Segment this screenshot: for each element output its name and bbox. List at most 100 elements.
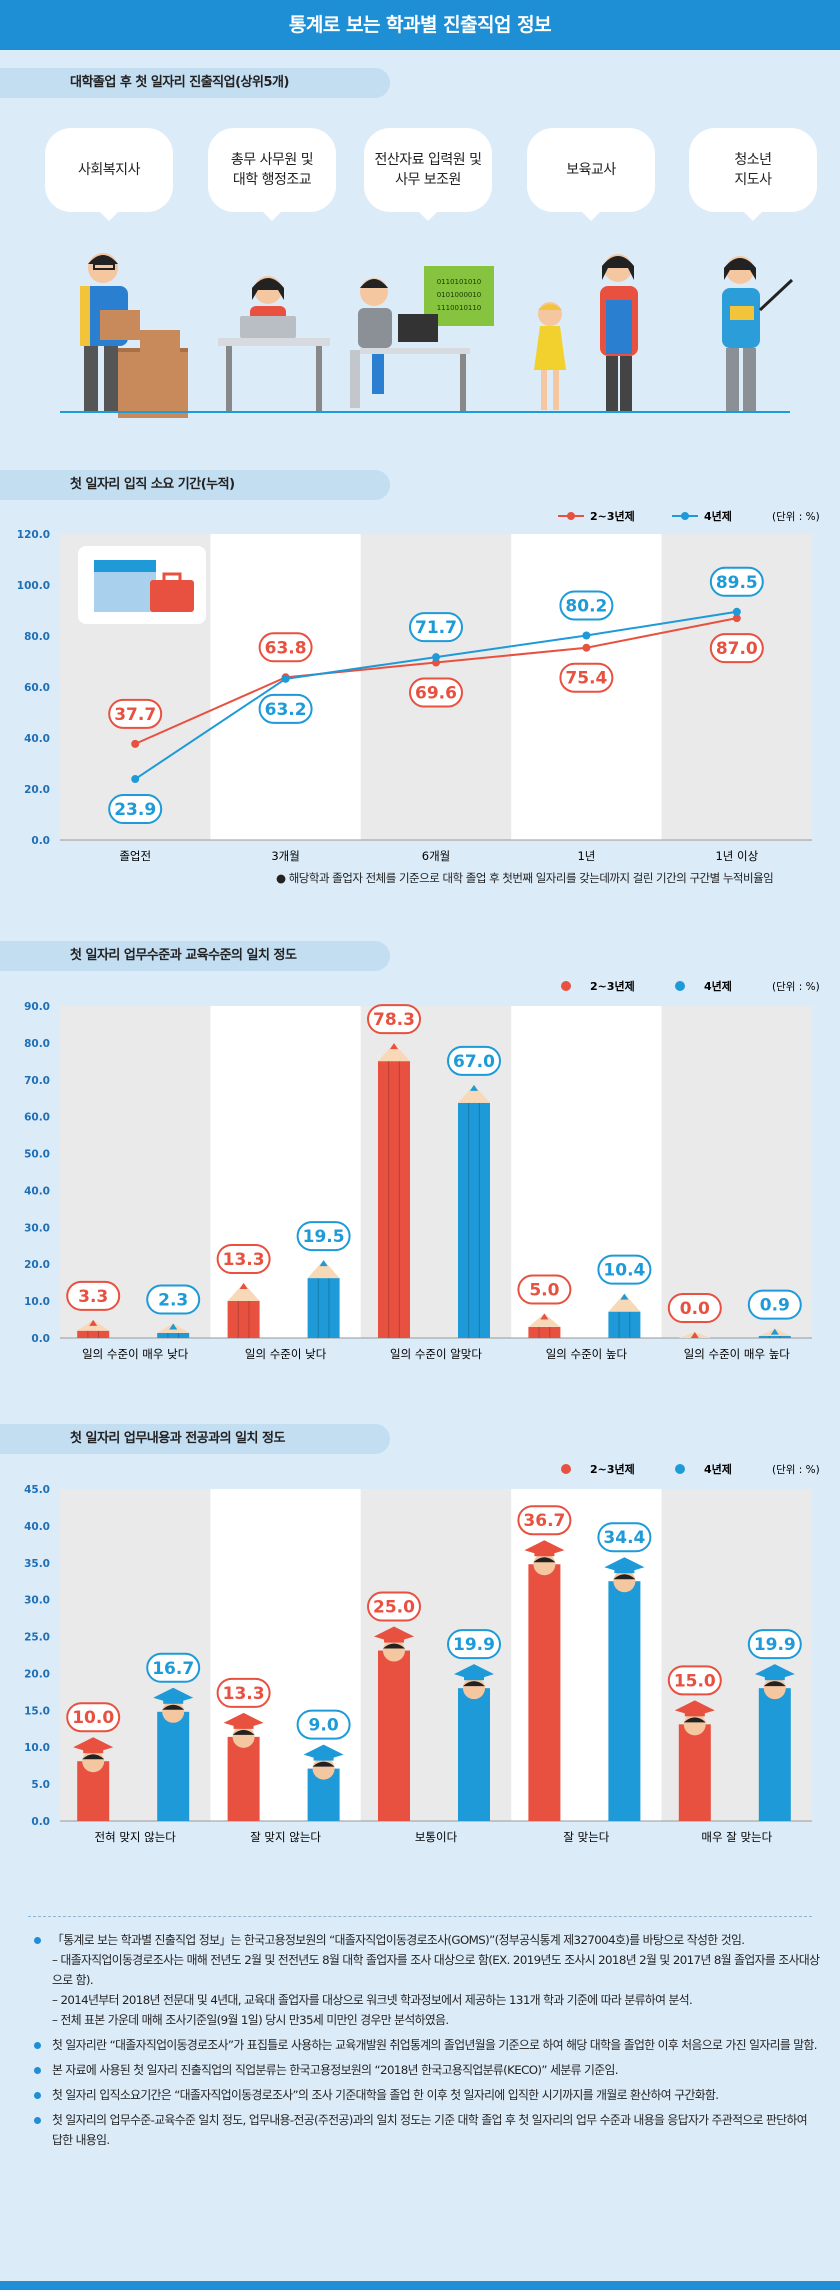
data-label: 67.0 bbox=[447, 1045, 501, 1076]
childcare-teacher-figure bbox=[534, 254, 638, 412]
data-label: 37.7 bbox=[108, 698, 163, 729]
bar bbox=[374, 1626, 414, 1821]
footer-bar bbox=[0, 2281, 840, 2290]
data-label: 34.4 bbox=[597, 1522, 652, 1553]
y-tick-label: 35.0 bbox=[24, 1558, 50, 1570]
y-tick-label: 20.0 bbox=[24, 1668, 50, 1680]
svg-text:23.9: 23.9 bbox=[114, 800, 156, 820]
data-label: 13.3 bbox=[216, 1243, 271, 1274]
bar-chart-education-level: 2~3년제 4년제 (단위 : %) 0.0 10.0 20.0 30.0 40.0 50.0 6… bbox=[24, 979, 820, 1361]
legend-item: 4년제 bbox=[675, 979, 732, 993]
data-point bbox=[432, 653, 440, 662]
svg-text:10.0: 10.0 bbox=[72, 1708, 114, 1728]
bar bbox=[73, 1737, 114, 1821]
y-tick-label: 0.0 bbox=[31, 1333, 50, 1345]
section-title-bar-chart-1: 첫 일자리 업무수준과 교육수준의 일치 정도 bbox=[0, 941, 390, 971]
legend-item: 2~3년제 bbox=[561, 1462, 635, 1476]
svg-text:4년제: 4년제 bbox=[704, 979, 732, 993]
column-band bbox=[661, 1006, 812, 1338]
x-tick-label: 잘 맞지 않는다 bbox=[250, 1830, 321, 1844]
svg-text:19.9: 19.9 bbox=[453, 1635, 495, 1655]
y-tick-label: 100.0 bbox=[17, 580, 50, 592]
x-tick-label: 매우 잘 맞는다 bbox=[701, 1830, 772, 1844]
svg-text:5.0: 5.0 bbox=[529, 1281, 559, 1301]
x-tick-label: 1년 bbox=[577, 849, 595, 863]
note-item: 첫 일자리란 “대졸자직업이동경로조사”가 표집틀로 사용하는 교육개발원 취업… bbox=[34, 2035, 820, 2055]
data-label: 19.9 bbox=[447, 1629, 501, 1660]
line-chart-footnote: ● 해당학과 졸업자 전체를 기준으로 대학 졸업 후 첫번째 일자리를 갖는데… bbox=[276, 871, 774, 885]
svg-text:63.2: 63.2 bbox=[265, 700, 307, 720]
bar bbox=[223, 1712, 264, 1821]
bar bbox=[303, 1744, 344, 1821]
x-tick-label: 일의 수준이 매우 높다 bbox=[684, 1347, 791, 1361]
data-label: 15.0 bbox=[667, 1665, 722, 1696]
y-tick-label: 20.0 bbox=[24, 784, 50, 796]
note-subitem: – 2014년부터 2018년 전문대 및 4년대, 교육대 졸업자를 대상으로… bbox=[52, 1993, 693, 2007]
svg-text:69.6: 69.6 bbox=[415, 684, 457, 704]
bar bbox=[754, 1664, 795, 1821]
svg-text:34.4: 34.4 bbox=[603, 1528, 645, 1548]
note-item: 첫 일자리의 업무수준-교육수준 일치 정도, 업무내용-전공(주전공)과의 일… bbox=[34, 2110, 820, 2150]
legend-item: 2~3년제 bbox=[561, 979, 635, 993]
x-tick-label: 3개월 bbox=[271, 849, 299, 863]
social-worker-figure bbox=[80, 253, 188, 418]
legend-item: 4년제 bbox=[675, 1462, 732, 1476]
x-tick-label: 졸업전 bbox=[119, 849, 151, 863]
svg-text:89.5: 89.5 bbox=[716, 573, 758, 593]
bullet-icon bbox=[34, 1937, 41, 1944]
svg-text:0.9: 0.9 bbox=[760, 1296, 790, 1316]
y-tick-label: 30.0 bbox=[24, 1222, 50, 1234]
svg-text:15.0: 15.0 bbox=[674, 1671, 716, 1691]
section-title-bar-chart-2: 첫 일자리 업무내용과 전공과의 일치 정도 bbox=[0, 1424, 390, 1454]
legend-item: 4년제 bbox=[672, 509, 732, 523]
note-text: 첫 일자리 입직소요기간은 “대졸자직업이동경로조사”의 조사 기준대학을 졸업… bbox=[52, 2088, 719, 2102]
data-label: 36.7 bbox=[517, 1505, 572, 1536]
svg-text:75.4: 75.4 bbox=[565, 669, 607, 689]
svg-text:37.7: 37.7 bbox=[114, 705, 156, 725]
data-point bbox=[732, 607, 741, 616]
svg-text:16.7: 16.7 bbox=[152, 1659, 194, 1679]
bar bbox=[378, 1043, 410, 1338]
calendar-icon bbox=[78, 546, 206, 624]
data-point bbox=[582, 643, 591, 652]
svg-text:13.3: 13.3 bbox=[223, 1250, 265, 1270]
note-item: 「통계로 보는 학과별 진출직업 정보」는 한국고용정보원의 “대졸자직업이동경… bbox=[34, 1930, 820, 2030]
y-tick-label: 30.0 bbox=[24, 1595, 50, 1607]
bar bbox=[77, 1319, 110, 1338]
bar bbox=[674, 1700, 715, 1821]
svg-text:0101000010: 0101000010 bbox=[437, 291, 482, 299]
note-text: 본 자료에 사용된 첫 일자리 진출직업의 직업분류는 한국고용정보원의 “20… bbox=[52, 2063, 619, 2077]
job-bubble-1: 사회복지사 bbox=[45, 128, 173, 221]
section-title-line-chart: 첫 일자리 입직 소요 기간(누적) bbox=[0, 470, 390, 500]
legend-item: 2~3년제 bbox=[558, 509, 635, 523]
data-label: 0.9 bbox=[747, 1289, 802, 1320]
svg-text:78.3: 78.3 bbox=[373, 1010, 415, 1030]
svg-text:2~3년제: 2~3년제 bbox=[590, 509, 635, 523]
data-label: 5.0 bbox=[517, 1274, 572, 1305]
data-label: 71.7 bbox=[409, 612, 463, 643]
data-label: 10.0 bbox=[66, 1702, 121, 1733]
y-tick-label: 40.0 bbox=[24, 1521, 50, 1533]
data-label: 75.4 bbox=[559, 662, 614, 693]
data-point bbox=[131, 739, 140, 748]
y-tick-label: 5.0 bbox=[31, 1779, 50, 1791]
data-point bbox=[131, 775, 140, 784]
unit-label: (단위 : %) bbox=[772, 980, 820, 993]
office-clerk-figure bbox=[218, 276, 330, 412]
bar bbox=[153, 1687, 194, 1821]
data-label: 87.0 bbox=[709, 633, 764, 664]
youth-instructor-figure bbox=[722, 256, 794, 412]
job-bubble-4: 보육교사 bbox=[527, 128, 655, 221]
data-label: 2.3 bbox=[146, 1284, 201, 1315]
bar bbox=[608, 1293, 641, 1338]
data-label: 10.4 bbox=[597, 1254, 652, 1285]
svg-text:0.0: 0.0 bbox=[680, 1299, 710, 1319]
data-label: 89.5 bbox=[709, 566, 764, 597]
data-label: 25.0 bbox=[367, 1591, 421, 1622]
svg-text:71.7: 71.7 bbox=[415, 618, 457, 638]
data-point bbox=[732, 614, 741, 623]
data-label: 0.0 bbox=[667, 1293, 722, 1323]
svg-text:10.4: 10.4 bbox=[603, 1261, 645, 1281]
y-tick-label: 10.0 bbox=[24, 1742, 50, 1754]
y-tick-label: 20.0 bbox=[24, 1259, 50, 1271]
